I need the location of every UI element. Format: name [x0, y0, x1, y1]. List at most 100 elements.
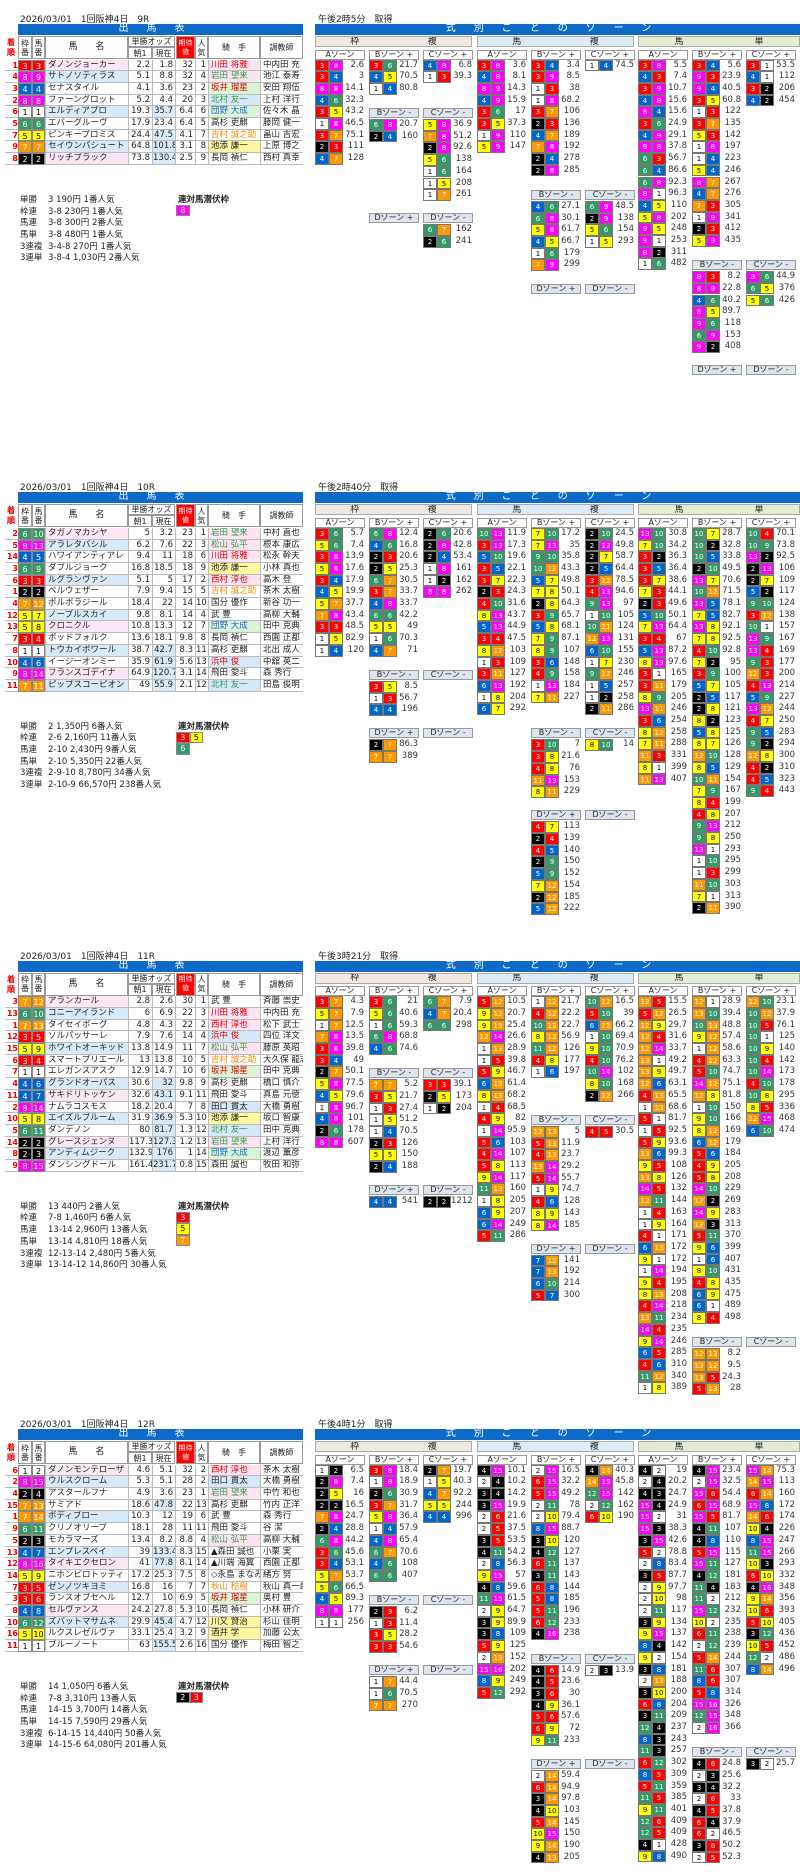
zone-item[interactable]: 14 15 113 [746, 1476, 796, 1489]
table-row[interactable]: 8 2 2 リッチブラック 73.8 130.4 2.5 9 長岡 禎仁 西村 真幸 [0, 153, 303, 165]
zone-item[interactable]: 8 6 307 [692, 1675, 742, 1687]
zone-item[interactable]: 4 9 36.1 [531, 1699, 581, 1712]
zone-item[interactable]: 5 2 78.8 [638, 1546, 688, 1559]
zone-item[interactable]: 5 8 314 [692, 1686, 742, 1699]
zone-item[interactable]: 2 9 138 [585, 212, 635, 225]
zone-item[interactable]: 13 11 234 [638, 1312, 688, 1324]
zone-item[interactable]: 2 6 241 [423, 236, 473, 248]
zone-item[interactable]: 4 13 205 [531, 1851, 581, 1864]
zone-item[interactable]: 3 6 45.6 [315, 1546, 365, 1559]
zone-item[interactable]: 8 4 142 [638, 1640, 688, 1652]
zone-item[interactable]: 2 2 16.5 [315, 1499, 365, 1512]
zone-item[interactable]: 13 9 49.7 [638, 1066, 688, 1079]
zone-item[interactable]: 7 7 270 [369, 1699, 419, 1712]
table-row[interactable]: 15 5 9 ホワイトオーキッド 13.8 14.9 11 7 松山 弘平 藤原 英昭 [0, 1043, 303, 1055]
table-row[interactable]: 5 6 6 エバーグルーヴ 17.9 23.4 6.4 5 高杉 吏麒 藤岡 健一 [0, 118, 303, 130]
zone-item[interactable]: 1 2 258 [585, 691, 635, 704]
zone-item[interactable]: 8 15 88.7 [531, 1523, 581, 1535]
zone-item[interactable]: 13 6 99.3 [638, 1148, 688, 1161]
zone-item[interactable]: 1 3 39.3 [423, 71, 473, 83]
zone-item[interactable]: 2 16 366 [692, 1722, 742, 1734]
zone-item[interactable]: 3 8 21.6 [531, 751, 581, 763]
zone-item[interactable]: 7 11 288 [638, 738, 688, 751]
zone-item[interactable]: 12 2 269 [692, 1195, 742, 1207]
zone-item[interactable]: 3 5 43.2 [315, 106, 365, 118]
zone-item[interactable]: 5 12 26.5 [638, 1007, 688, 1020]
zone-item[interactable]: 7 11 227 [531, 691, 581, 704]
zone-item[interactable]: 4 6 310 [638, 1358, 688, 1371]
zone-item[interactable]: 4 7 189 [531, 129, 581, 142]
zone-item[interactable]: 2 8 83.4 [638, 1558, 688, 1570]
zone-item[interactable]: 12 14 33.7 [638, 1043, 688, 1055]
zone-item[interactable]: 4 8 207 [692, 808, 742, 821]
zone-item[interactable]: 1 2 162 [423, 574, 473, 587]
zone-item[interactable]: 6 10 474 [746, 1124, 796, 1137]
zone-item[interactable]: 9 4 195 [638, 1277, 688, 1289]
table-row[interactable]: 7 5 5 ピンキープロミス 24.4 47.5 4.1 7 吉村 誠之助 畠山 吉宏 [0, 129, 303, 142]
zone-item[interactable]: 2 11 117 [638, 1605, 688, 1617]
zone-item[interactable]: 13 9 167 [746, 633, 796, 645]
zone-item[interactable]: 10 12 16.5 [585, 996, 635, 1008]
zone-item[interactable]: 4 8 110 [692, 1534, 742, 1547]
zone-item[interactable]: 13 8 92.1 [692, 621, 742, 634]
zone-item[interactable]: 12 4 237 [638, 1722, 688, 1734]
zone-item[interactable]: 5 12 222 [531, 903, 581, 915]
zone-item[interactable]: 4 5 19.9 [315, 586, 365, 599]
zone-item[interactable]: 3 2 206 [746, 82, 796, 95]
zone-item[interactable]: 1 3 56.7 [369, 692, 419, 705]
zone-item[interactable]: 12 10 128 [692, 750, 742, 762]
zone-item[interactable]: 5 7 7.9 [315, 1007, 365, 1020]
zone-item[interactable]: 9 12 246 [585, 668, 635, 680]
zone-item[interactable]: 4 5 23.6 [531, 1676, 581, 1688]
zone-item[interactable]: 6 7 7.9 [423, 996, 473, 1008]
zone-item[interactable]: 6 6 407 [369, 1569, 419, 1582]
zone-item[interactable]: 10 5 33.8 [692, 551, 742, 563]
table-row[interactable]: 12 3 5 ソルパッサーレ 7.9 7.6 14 4 浜中 俊四位 洋文 [0, 1031, 303, 1044]
zone-item[interactable]: 15 6 54.4 [692, 1488, 742, 1500]
zone-item[interactable]: 4 16 348 [746, 1581, 796, 1594]
zone-item[interactable]: 6 12 233 [531, 1616, 581, 1629]
zone-item[interactable]: 5 9 125 [477, 1640, 527, 1652]
zone-item[interactable]: 13 12 9.5 [692, 1359, 742, 1372]
zone-item[interactable]: 9 4 443 [746, 785, 796, 797]
zone-item[interactable]: 3 8 109 [477, 1628, 527, 1641]
zone-item[interactable]: 2 4 139 [531, 833, 581, 845]
zone-item[interactable]: 10 12 37.9 [746, 1007, 796, 1020]
zone-item[interactable]: 6 8 12.4 [369, 527, 419, 540]
zone-item[interactable]: 10 4 70.1 [746, 527, 796, 540]
table-row[interactable]: 9 7 7 セイウンパシュート 64.8 101.8 3.1 8 池添 謙一 上原 博之 [0, 141, 303, 154]
zone-item[interactable]: 9 4 40.5 [692, 82, 742, 95]
zone-item[interactable]: 3 8 2.6 [315, 59, 365, 72]
zone-item[interactable]: 1 8 18.9 [369, 1476, 419, 1489]
zone-item[interactable]: 3 7 22.3 [477, 574, 527, 587]
zone-item[interactable]: 15 4 24.9 [638, 1499, 688, 1512]
zone-item[interactable]: 8 10 431 [692, 1265, 742, 1278]
table-row[interactable]: 4 4 6 グランドオーパス 30.6 32 9.8 9 高杉 吏麒 橋口 慎介 [0, 1078, 303, 1090]
zone-item[interactable]: 1 6 164 [423, 165, 473, 178]
zone-item[interactable]: 5 14 145 [531, 1816, 581, 1829]
zone-item[interactable]: 9 5 248 [638, 223, 688, 235]
zone-item[interactable]: 2 6 21.6 [477, 1511, 527, 1524]
zone-item[interactable]: 1 4 74.5 [585, 59, 635, 72]
zone-item[interactable]: 8 10 14 [585, 739, 635, 752]
zone-item[interactable]: 5 9 435 [692, 235, 742, 247]
zone-item[interactable]: 7 9 87.1 [531, 633, 581, 645]
zone-item[interactable]: 12 1 28.9 [692, 996, 742, 1008]
zone-item[interactable]: 13 2 92.5 [746, 551, 796, 563]
zone-item[interactable]: 12 11 144 [638, 1195, 688, 1207]
zone-item[interactable]: 1 10 295 [692, 855, 742, 868]
zone-item[interactable]: 14 10 229 [692, 1183, 742, 1196]
zone-item[interactable]: 4 12 63.3 [692, 1054, 742, 1067]
zone-item[interactable]: 3 8 5.5 [638, 59, 688, 72]
zone-item[interactable]: 7 2 95 [692, 656, 742, 669]
table-row[interactable]: 12 5 7 ノーブルスカイ 9.8 8.1 14 4 武 豊高柳 大輔 [0, 609, 303, 622]
zone-item[interactable]: 3 2 36.3 [638, 551, 688, 563]
zone-item[interactable]: 7 10 17.2 [531, 527, 581, 540]
zone-item[interactable]: 13 10 30.8 [638, 527, 688, 540]
zone-item[interactable]: 2 4 160 [369, 130, 419, 143]
zone-item[interactable]: 6 7 292 [477, 703, 527, 716]
zone-item[interactable]: 6 8 68.8 [369, 1031, 419, 1044]
zone-item[interactable]: 6 9 207 [477, 1206, 527, 1219]
zone-item[interactable]: 2 3 24.3 [477, 586, 527, 599]
zone-item[interactable]: 3 6 17 [477, 106, 527, 118]
